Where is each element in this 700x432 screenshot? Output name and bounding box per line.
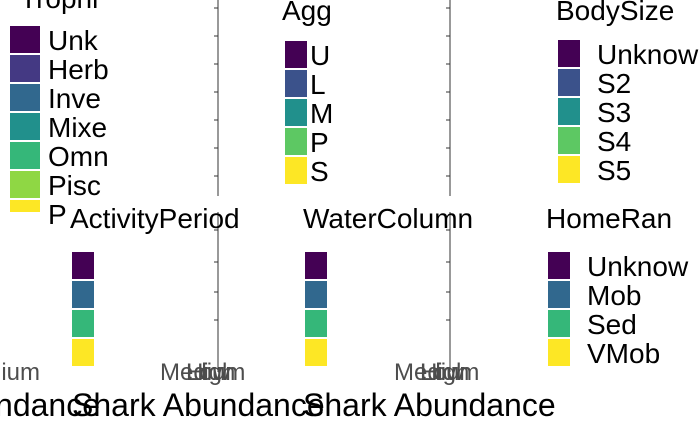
legend-swatch — [548, 310, 570, 337]
legend-label: Omn — [48, 141, 109, 172]
legend-swatch — [548, 252, 570, 279]
legend-swatch — [305, 339, 327, 366]
legend-swatch — [285, 70, 307, 97]
legend-label: M — [310, 98, 333, 129]
legend-label: S4 — [597, 126, 631, 157]
x-tick-label: Medium — [394, 359, 479, 386]
x-tick-label: Low — [420, 359, 465, 386]
legend-label: Mixe — [48, 112, 107, 143]
legend-label: S5 — [597, 155, 631, 186]
legend-swatch — [558, 98, 580, 125]
legend-swatch — [72, 339, 94, 366]
legend-swatch — [558, 69, 580, 96]
legend-label: Mob — [587, 280, 641, 311]
legend-label: Inve — [48, 83, 101, 114]
legend-swatch — [558, 40, 580, 67]
legend-swatch — [72, 281, 94, 308]
legend-swatch — [10, 200, 40, 212]
legend-swatch — [10, 26, 40, 53]
legend-swatch — [305, 252, 327, 279]
legend-label: P — [48, 199, 67, 230]
x-axis-title: Shark Abundance — [0, 387, 100, 423]
legend-label: Unknow — [597, 39, 699, 70]
legend-label: Sed — [587, 309, 637, 340]
legend-swatch — [72, 252, 94, 279]
legend-swatch — [548, 281, 570, 308]
legend-swatch — [10, 113, 40, 140]
legend-label: S3 — [597, 97, 631, 128]
legend-swatch — [305, 281, 327, 308]
legend-label: L — [310, 69, 326, 100]
x-tick-label: Low — [186, 359, 231, 386]
legend-label: P — [310, 127, 329, 158]
panel-title: HomeRan — [546, 203, 672, 234]
panel-title: BodySize — [556, 0, 674, 26]
legend-swatch — [10, 55, 40, 82]
legend-swatch — [10, 171, 40, 198]
legend-label: U — [310, 40, 330, 71]
panel-title: ActivityPeriod — [70, 203, 240, 234]
legend-swatch — [285, 128, 307, 155]
legend-label: Unknow — [587, 251, 689, 282]
legend-swatch — [285, 41, 307, 68]
legend-label: Unk — [48, 25, 99, 56]
legend-swatch — [305, 310, 327, 337]
legend-label: S2 — [597, 68, 631, 99]
panel-title: WaterColumn — [303, 203, 473, 234]
legend-swatch — [558, 156, 580, 183]
x-axis-title: Shark Abundance — [303, 387, 556, 423]
legend-swatch — [72, 310, 94, 337]
legend-swatch — [558, 127, 580, 154]
x-tick-label: Medium — [160, 359, 245, 386]
legend-swatch — [285, 99, 307, 126]
legend-label: Herb — [48, 54, 109, 85]
x-tick-label: High — [420, 359, 469, 386]
x-tick-label: Medium — [0, 359, 40, 386]
legend-label: VMob — [587, 338, 660, 369]
x-tick-label: High — [186, 359, 235, 386]
legend-label: S — [310, 156, 329, 187]
legend-swatch — [285, 157, 307, 184]
x-axis-title: Shark Abundance — [72, 387, 325, 423]
panel-title: Agg — [282, 0, 332, 26]
legend-swatch — [548, 339, 570, 366]
panel-title: Trophi — [20, 0, 98, 14]
legend-swatch — [10, 142, 40, 169]
legend-label: Pisc — [48, 170, 101, 201]
legend-swatch — [10, 84, 40, 111]
